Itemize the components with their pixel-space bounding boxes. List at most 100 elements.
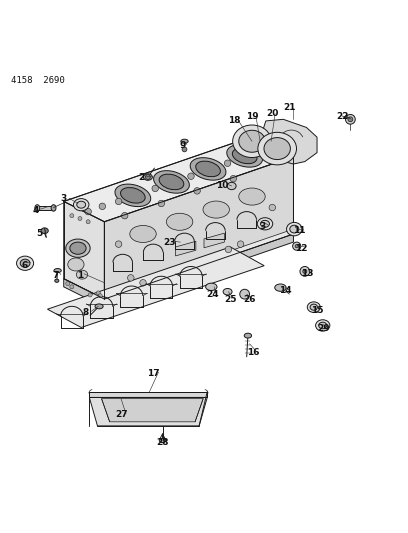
Polygon shape [89, 392, 207, 398]
Text: 7: 7 [52, 271, 59, 280]
Text: 26: 26 [243, 295, 256, 304]
Circle shape [96, 291, 100, 295]
Circle shape [346, 115, 355, 124]
Text: 21: 21 [283, 103, 296, 112]
Text: 12: 12 [295, 244, 308, 253]
Polygon shape [64, 201, 104, 299]
Text: 8: 8 [83, 308, 89, 317]
Ellipse shape [144, 174, 152, 180]
Circle shape [348, 117, 353, 122]
Polygon shape [261, 119, 317, 164]
Circle shape [261, 147, 267, 154]
Ellipse shape [261, 220, 269, 227]
Text: 24: 24 [206, 289, 218, 298]
Ellipse shape [223, 288, 232, 295]
Text: 1: 1 [77, 271, 83, 280]
Circle shape [269, 204, 275, 211]
Circle shape [88, 293, 92, 297]
Polygon shape [104, 229, 293, 299]
Text: 11: 11 [293, 226, 306, 235]
Polygon shape [204, 233, 224, 248]
Circle shape [295, 245, 298, 248]
Text: 2: 2 [138, 173, 144, 182]
Ellipse shape [95, 304, 103, 309]
Ellipse shape [239, 130, 265, 152]
Circle shape [115, 241, 122, 247]
Polygon shape [175, 241, 196, 256]
Circle shape [99, 203, 106, 209]
Polygon shape [64, 136, 293, 222]
Circle shape [182, 147, 187, 152]
Text: 17: 17 [147, 368, 160, 377]
Text: 16: 16 [246, 348, 259, 357]
Ellipse shape [203, 201, 229, 218]
Ellipse shape [55, 279, 59, 282]
Ellipse shape [66, 239, 90, 257]
Ellipse shape [316, 320, 330, 331]
Text: 18: 18 [228, 116, 241, 125]
Ellipse shape [239, 188, 265, 205]
Text: 28: 28 [156, 438, 169, 447]
Circle shape [78, 216, 82, 221]
Circle shape [98, 294, 102, 298]
Ellipse shape [196, 161, 220, 177]
Text: 27: 27 [115, 410, 128, 419]
Text: 20: 20 [266, 109, 279, 118]
Circle shape [188, 173, 194, 180]
Ellipse shape [115, 184, 151, 207]
Circle shape [152, 185, 158, 192]
Circle shape [128, 274, 134, 281]
Ellipse shape [290, 225, 299, 233]
Ellipse shape [76, 270, 88, 279]
Polygon shape [47, 247, 264, 327]
Ellipse shape [227, 144, 262, 167]
Circle shape [240, 289, 250, 299]
Ellipse shape [258, 132, 297, 165]
Ellipse shape [70, 242, 86, 254]
Ellipse shape [206, 283, 217, 290]
Ellipse shape [319, 322, 327, 329]
Circle shape [225, 246, 232, 253]
Ellipse shape [68, 258, 84, 271]
Polygon shape [102, 399, 203, 422]
Ellipse shape [307, 302, 320, 312]
Ellipse shape [35, 205, 40, 211]
Ellipse shape [17, 256, 33, 270]
Ellipse shape [130, 225, 156, 243]
Text: 23: 23 [163, 238, 176, 247]
Circle shape [293, 242, 301, 250]
Ellipse shape [73, 199, 89, 211]
Ellipse shape [310, 304, 317, 310]
Ellipse shape [275, 284, 286, 292]
Ellipse shape [159, 439, 166, 442]
Ellipse shape [77, 201, 86, 208]
Ellipse shape [233, 125, 271, 158]
Text: 22: 22 [336, 111, 348, 120]
Circle shape [70, 285, 74, 289]
Ellipse shape [51, 205, 56, 211]
Text: 14: 14 [279, 286, 292, 295]
Ellipse shape [166, 213, 193, 230]
Polygon shape [64, 234, 293, 307]
Circle shape [194, 188, 200, 194]
Circle shape [237, 241, 244, 247]
Circle shape [158, 200, 164, 207]
Circle shape [303, 269, 307, 273]
Text: 19: 19 [246, 112, 259, 122]
Circle shape [122, 213, 128, 219]
Polygon shape [89, 398, 207, 426]
Text: 25: 25 [224, 295, 237, 304]
Ellipse shape [41, 228, 48, 233]
Ellipse shape [244, 333, 252, 338]
Ellipse shape [264, 138, 290, 159]
Ellipse shape [286, 222, 302, 236]
Text: 15: 15 [311, 306, 323, 315]
Text: 6: 6 [22, 261, 28, 270]
Circle shape [70, 214, 74, 217]
Circle shape [66, 281, 70, 286]
Circle shape [86, 220, 90, 224]
Text: 10: 10 [216, 181, 228, 190]
Ellipse shape [232, 148, 257, 164]
Ellipse shape [227, 182, 236, 190]
Circle shape [278, 151, 284, 158]
